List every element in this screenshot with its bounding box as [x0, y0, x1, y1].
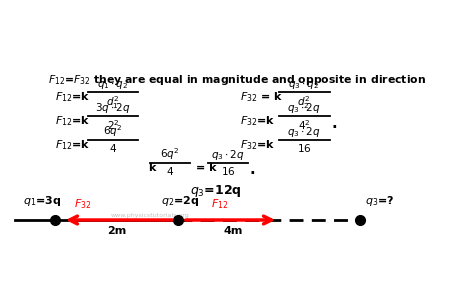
Text: $q_3 \cdot 2q$: $q_3 \cdot 2q$ [211, 148, 245, 162]
Text: $F_{12}$=k: $F_{12}$=k [55, 114, 91, 128]
Text: k: k [148, 163, 155, 173]
Text: $4^2$: $4^2$ [298, 118, 310, 132]
Text: .: . [250, 162, 255, 177]
Text: $q_2$=2q: $q_2$=2q [161, 194, 200, 208]
Text: $F_{12}$: $F_{12}$ [211, 197, 229, 211]
Text: $2^2$: $2^2$ [107, 118, 119, 132]
Text: www.physicstutorials.org: www.physicstutorials.org [110, 213, 190, 218]
Text: $6q^2$: $6q^2$ [160, 146, 180, 162]
Text: $3q \cdot 2q$: $3q \cdot 2q$ [95, 101, 131, 115]
Text: $q_3 \cdot 2q$: $q_3 \cdot 2q$ [287, 125, 321, 139]
Text: $q_1$=3q: $q_1$=3q [23, 194, 61, 208]
Text: $16$: $16$ [297, 142, 311, 154]
Text: $F_{12}$=$F_{32}$ they are equal in magnitude and opposite in direction: $F_{12}$=$F_{32}$ they are equal in magn… [48, 73, 426, 87]
Text: $q_3 \cdot 2q$: $q_3 \cdot 2q$ [287, 101, 321, 115]
Text: $F_{32}$: $F_{32}$ [74, 197, 92, 211]
Text: $d_1^2$: $d_1^2$ [106, 94, 119, 111]
Text: = k: = k [196, 163, 217, 173]
Text: $F_{32}$=k: $F_{32}$=k [240, 138, 275, 152]
Text: $4$: $4$ [109, 142, 117, 154]
Text: $d_2^2$: $d_2^2$ [297, 94, 310, 111]
Text: $4$: $4$ [166, 165, 174, 177]
Text: $16$: $16$ [221, 165, 235, 177]
Text: $q_1 \cdot q_2$: $q_1 \cdot q_2$ [97, 79, 128, 91]
Text: $6q^2$: $6q^2$ [103, 123, 123, 139]
Text: $q_3$=12q: $q_3$=12q [190, 183, 242, 199]
Text: .: . [332, 115, 337, 130]
Text: 2m: 2m [107, 226, 126, 236]
Text: $F_{32}$=k: $F_{32}$=k [240, 114, 275, 128]
Text: $q_3 \cdot q_2$: $q_3 \cdot q_2$ [288, 79, 319, 91]
Text: $F_{32}$ = k: $F_{32}$ = k [240, 90, 283, 104]
Text: $q_3$=?: $q_3$=? [365, 194, 394, 208]
Text: 4m: 4m [223, 226, 243, 236]
Text: $F_{12}$=k: $F_{12}$=k [55, 138, 91, 152]
Text: $F_{12}$=k: $F_{12}$=k [55, 90, 91, 104]
